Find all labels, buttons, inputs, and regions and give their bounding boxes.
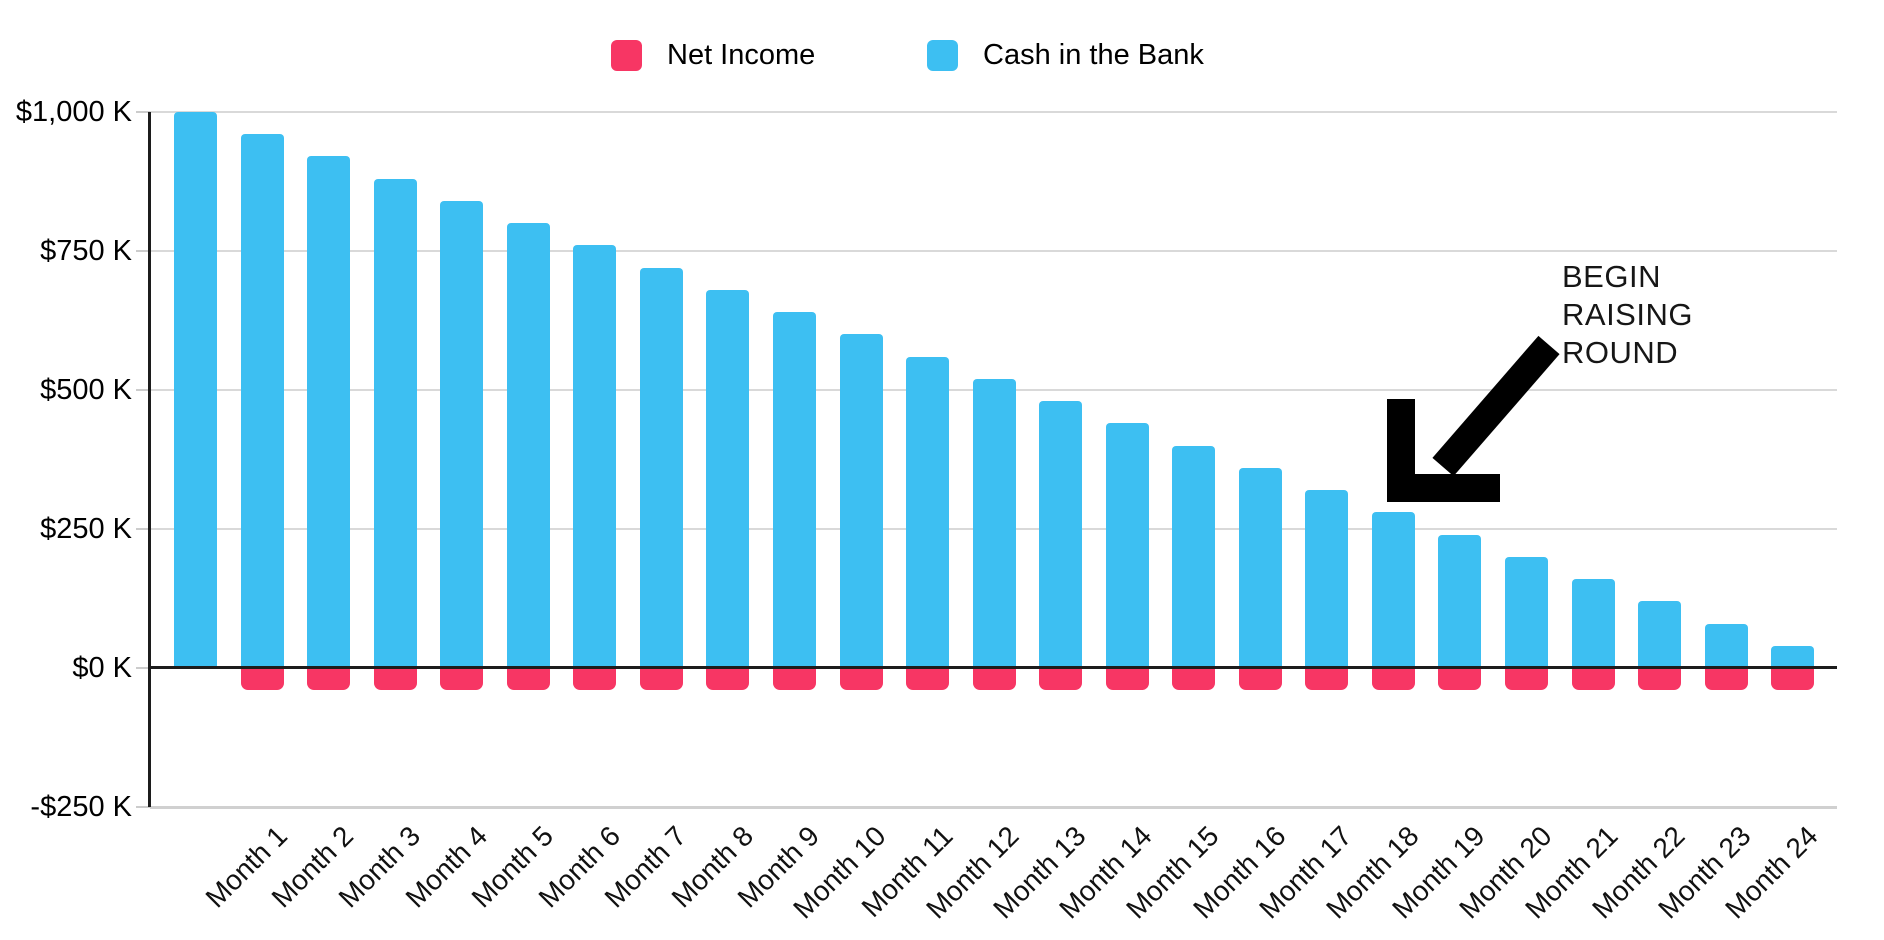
bar-net-income-month-24[interactable] xyxy=(1771,668,1815,691)
bar-cash-month-20[interactable] xyxy=(1505,556,1548,668)
y-tick-mark xyxy=(136,667,150,669)
legend-label-cash-in-bank: Cash in the Bank xyxy=(983,38,1204,71)
bar-net-income-month-11[interactable] xyxy=(906,668,950,691)
bar-net-income-month-14[interactable] xyxy=(1105,668,1149,691)
legend: Net Income Cash in the Bank xyxy=(0,30,1884,80)
bar-cash-month-22[interactable] xyxy=(1638,601,1682,668)
bar-net-income-month-21[interactable] xyxy=(1571,668,1615,691)
bar-cash-month-6[interactable] xyxy=(573,245,617,668)
bar-cash-month-3[interactable] xyxy=(373,178,417,668)
legend-item-net-income[interactable]: Net Income xyxy=(611,30,815,80)
bar-net-income-month-19[interactable] xyxy=(1438,668,1482,691)
bar-cash-start[interactable] xyxy=(174,112,217,668)
bar-net-income-month-3[interactable] xyxy=(373,668,417,691)
bar-cash-month-24[interactable] xyxy=(1771,645,1815,668)
bar-cash-month-1[interactable] xyxy=(240,134,284,668)
bar-net-income-month-13[interactable] xyxy=(1039,668,1083,691)
bar-net-income-month-7[interactable] xyxy=(639,668,683,691)
bar-net-income-month-18[interactable] xyxy=(1371,668,1415,691)
bar-net-income-month-20[interactable] xyxy=(1505,668,1548,691)
bar-cash-month-2[interactable] xyxy=(307,156,351,668)
bar-cash-month-23[interactable] xyxy=(1704,623,1748,668)
zero-baseline xyxy=(150,666,1837,669)
y-tick-mark xyxy=(136,528,150,530)
y-tick-label: $0 K xyxy=(72,652,132,684)
gridline-1000 xyxy=(150,111,1837,113)
annotation-line: BEGIN xyxy=(1562,259,1661,294)
y-tick-label: -$250 K xyxy=(30,791,132,823)
y-tick-label: $500 K xyxy=(40,374,132,406)
bar-cash-month-9[interactable] xyxy=(772,312,816,668)
bar-net-income-month-2[interactable] xyxy=(307,668,351,691)
cash-in-bank-swatch-icon xyxy=(927,39,958,71)
bar-net-income-month-1[interactable] xyxy=(240,668,284,691)
bar-cash-month-4[interactable] xyxy=(440,200,484,668)
gridline--250 xyxy=(150,806,1837,809)
y-tick-label: $250 K xyxy=(40,513,132,545)
y-tick-mark xyxy=(136,250,150,252)
bar-net-income-month-22[interactable] xyxy=(1638,668,1682,691)
y-tick-label: $1,000 K xyxy=(15,96,132,128)
legend-label-net-income: Net Income xyxy=(667,38,816,71)
y-tick-mark xyxy=(136,111,150,113)
bar-net-income-month-23[interactable] xyxy=(1704,668,1748,691)
bar-cash-month-11[interactable] xyxy=(906,356,950,668)
bar-cash-month-13[interactable] xyxy=(1039,401,1083,668)
bar-cash-month-5[interactable] xyxy=(506,223,550,668)
bar-net-income-month-8[interactable] xyxy=(706,668,750,691)
y-axis-line xyxy=(148,112,151,807)
y-tick-mark xyxy=(136,806,150,808)
bar-cash-month-19[interactable] xyxy=(1438,534,1482,668)
bar-cash-month-7[interactable] xyxy=(639,267,683,668)
bar-cash-month-8[interactable] xyxy=(706,289,750,668)
bar-net-income-month-5[interactable] xyxy=(506,668,550,691)
bar-net-income-month-12[interactable] xyxy=(972,668,1016,691)
bar-net-income-month-16[interactable] xyxy=(1238,668,1282,691)
bar-cash-month-17[interactable] xyxy=(1305,490,1349,668)
legend-item-cash-in-bank[interactable]: Cash in the Bank xyxy=(927,30,1204,80)
bar-net-income-month-9[interactable] xyxy=(772,668,816,691)
bar-cash-month-21[interactable] xyxy=(1571,579,1615,668)
bar-cash-month-12[interactable] xyxy=(972,378,1016,668)
bar-cash-month-10[interactable] xyxy=(839,334,883,668)
y-tick-mark xyxy=(136,389,150,391)
bar-net-income-month-15[interactable] xyxy=(1172,668,1216,691)
annotation-line: RAISING xyxy=(1562,297,1693,332)
bar-net-income-month-17[interactable] xyxy=(1305,668,1349,691)
annotation-line: ROUND xyxy=(1562,335,1679,370)
bar-net-income-month-6[interactable] xyxy=(573,668,617,691)
bar-cash-month-14[interactable] xyxy=(1105,423,1149,668)
bar-cash-month-16[interactable] xyxy=(1238,467,1282,668)
y-tick-label: $750 K xyxy=(40,235,132,267)
net-income-swatch-icon xyxy=(611,39,642,71)
gridline-750 xyxy=(150,250,1837,252)
bar-cash-month-18[interactable] xyxy=(1371,512,1415,668)
bar-net-income-month-4[interactable] xyxy=(440,668,484,691)
annotation-text: BEGIN RAISING ROUND xyxy=(1562,258,1693,372)
bar-net-income-month-10[interactable] xyxy=(839,668,883,691)
bar-cash-month-15[interactable] xyxy=(1172,445,1216,668)
